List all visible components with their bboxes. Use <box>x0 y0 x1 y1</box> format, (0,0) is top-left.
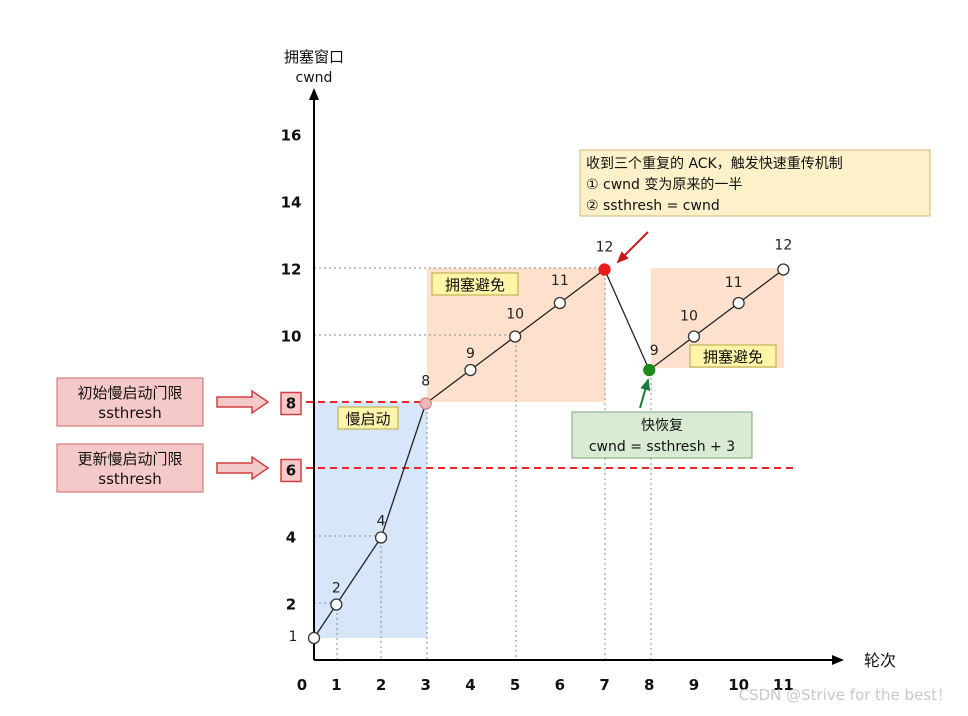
x-tick-label: 10 <box>728 676 749 694</box>
fast-retransmit-line3: ② ssthresh = cwnd <box>586 198 720 214</box>
point-label: 4 <box>377 514 386 530</box>
fast-recovery-line2: cwnd = ssthresh + 3 <box>589 439 735 455</box>
x-tick-label: 11 <box>773 676 794 694</box>
y-tick-label: 6 <box>286 462 296 480</box>
data-point <box>330 598 343 611</box>
x-tick-label: 2 <box>376 676 386 694</box>
avoid-label-1: 拥塞避免 <box>431 272 519 296</box>
point-label: 2 <box>332 581 341 597</box>
initial-threshold-box: 初始慢启动门限 ssthresh <box>56 377 204 427</box>
y-axis-title: 拥塞窗口 <box>284 48 344 66</box>
fast-retransmit-line1: 收到三个重复的 ACK，触发快速重传机制 <box>586 155 843 172</box>
x-tick-label: 6 <box>555 676 565 694</box>
updated-threshold-line2: ssthresh <box>98 470 161 488</box>
data-point <box>509 330 522 343</box>
y-tick-label: 12 <box>281 261 302 279</box>
slow-start-label: 慢启动 <box>337 406 399 430</box>
slow-start-text: 慢启动 <box>345 410 390 428</box>
x-tick-label: 0 <box>297 676 307 694</box>
fast-retransmit-note: 收到三个重复的 ACK，触发快速重传机制 ① cwnd 变为原来的一半 ② ss… <box>579 149 931 217</box>
point-label: 11 <box>551 273 569 289</box>
avoid-label-2: 拥塞避免 <box>689 344 777 368</box>
watermark: CSDN @Strive for the best！ <box>739 686 952 704</box>
cwnd-line <box>313 268 784 639</box>
data-point <box>687 330 701 343</box>
avoid-text-1: 拥塞避免 <box>445 276 505 294</box>
data-point <box>419 397 432 410</box>
updated-threshold-box: 更新慢启动门限 ssthresh <box>56 443 204 493</box>
y-tick-highlight <box>280 458 302 483</box>
initial-threshold-line2: ssthresh <box>98 404 161 422</box>
point-label: 9 <box>650 343 659 359</box>
x-tick-label: 9 <box>689 676 699 694</box>
fast-recovery-arrow <box>639 378 651 409</box>
x-axis-title: 轮次 <box>864 651 896 670</box>
fast-recovery-line1: 快恢复 <box>641 417 683 434</box>
y-tick-label: 10 <box>281 328 302 346</box>
y-axis-subtitle: cwnd <box>296 70 333 86</box>
y-tick-labels: 2 4 6 8 10 12 14 16 <box>280 127 302 614</box>
avoid-text-2: 拥塞避免 <box>703 348 763 366</box>
initial-threshold-arrow <box>216 389 270 415</box>
point-label: 10 <box>680 309 698 325</box>
fast-recovery-note: 快恢复 cwnd = ssthresh + 3 <box>571 411 753 459</box>
point-label: 9 <box>466 346 475 362</box>
point-label: 8 <box>421 374 430 390</box>
x-tick-label: 8 <box>644 676 654 694</box>
point-label: 11 <box>725 275 743 291</box>
fast-retransmit-arrow <box>616 231 649 264</box>
y-tick-label: 8 <box>286 395 296 413</box>
x-tick-labels: 0 1 2 3 4 5 6 7 8 9 10 11 <box>297 676 794 694</box>
updated-threshold-line1: 更新慢启动门限 <box>77 450 182 468</box>
point-label: 12 <box>596 240 614 256</box>
horizontal-guides <box>314 267 605 604</box>
data-point <box>643 363 656 377</box>
data-points: 2 4 8 9 10 11 12 9 10 11 12 <box>307 238 792 645</box>
data-point <box>307 631 321 645</box>
x-tick-label: 1 <box>331 676 341 694</box>
y-tick-label: 2 <box>286 596 296 614</box>
data-point <box>598 263 611 276</box>
slow-start-region <box>314 402 427 638</box>
y-tick-label: 14 <box>281 194 302 212</box>
point-label: 12 <box>774 238 792 254</box>
initial-threshold-line1: 初始慢启动门限 <box>77 384 182 402</box>
vertical-guides <box>336 268 652 660</box>
fast-retransmit-line2: ① cwnd 变为原来的一半 <box>586 177 742 193</box>
data-point <box>777 263 790 276</box>
data-point <box>464 363 477 377</box>
data-point <box>732 296 745 310</box>
x-tick-label: 7 <box>599 676 609 694</box>
x-tick-label: 5 <box>510 676 520 694</box>
y-tick-highlight <box>280 391 302 416</box>
x-tick-label: 4 <box>465 676 475 694</box>
data-point <box>553 296 566 310</box>
data-point <box>374 531 388 544</box>
updated-threshold-arrow <box>216 455 270 481</box>
y-tick-label: 4 <box>286 529 296 547</box>
origin-value-label: 1 <box>289 629 298 645</box>
y-tick-label: 16 <box>281 127 302 145</box>
point-label: 10 <box>506 307 524 323</box>
x-tick-label: 3 <box>421 676 431 694</box>
